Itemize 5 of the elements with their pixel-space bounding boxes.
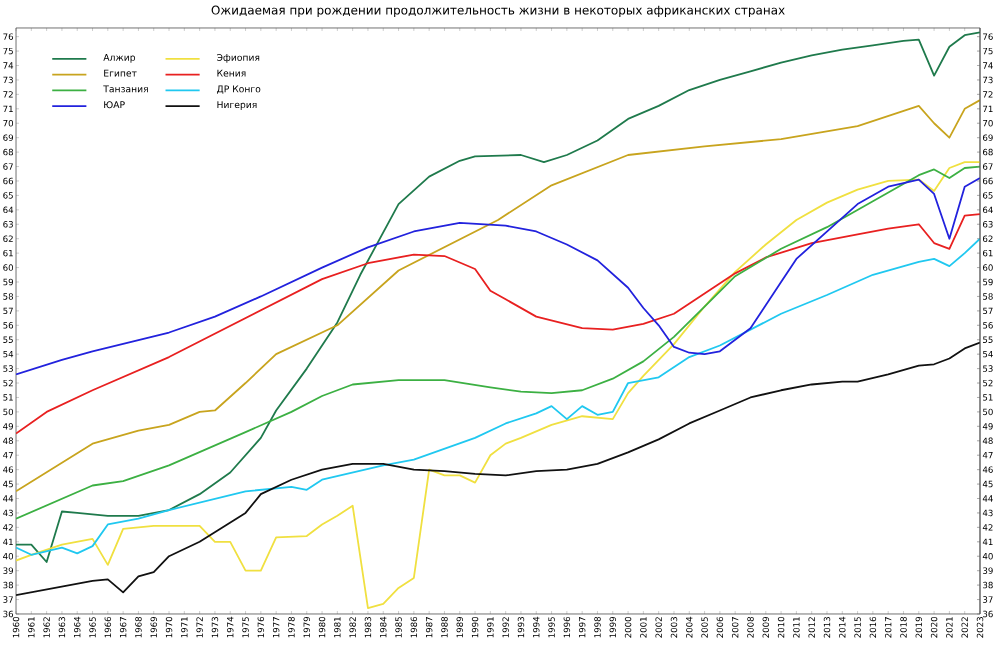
line-series [16,99,980,493]
line-series [16,237,980,556]
line-series [16,31,980,563]
line-series [16,341,980,597]
line-series [16,161,980,610]
